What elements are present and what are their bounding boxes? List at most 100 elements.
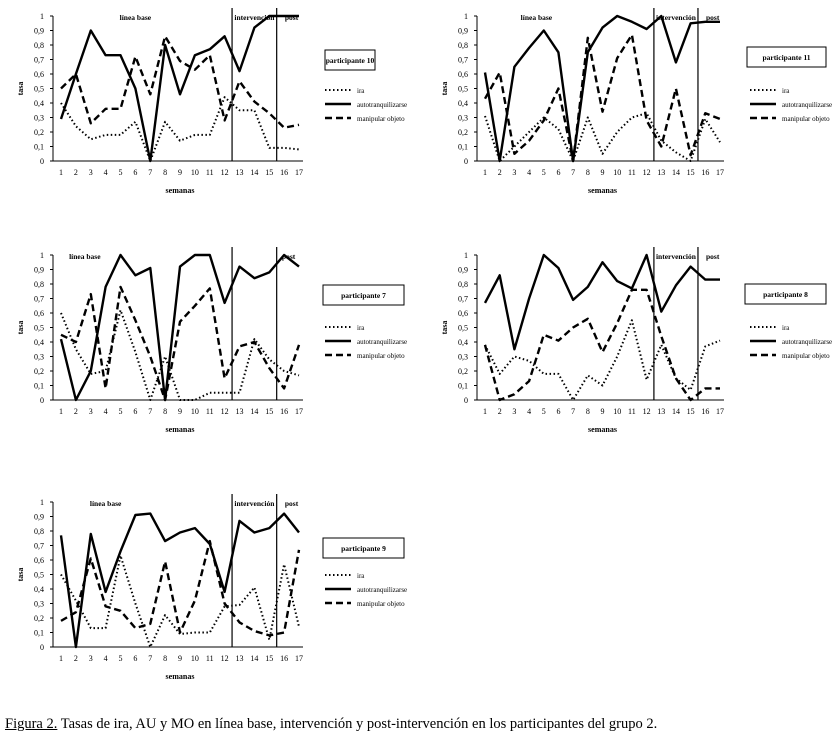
legend-label: autotranquilizarse	[357, 101, 407, 109]
x-tick-label: 9	[178, 407, 182, 416]
y-axis-label: tasa	[440, 321, 449, 335]
x-tick-label: 14	[672, 407, 680, 416]
series-autotranquilizarse	[59, 512, 300, 649]
legend-label: ira	[357, 324, 365, 332]
x-tick-label: 9	[178, 168, 182, 177]
x-tick-label: 1	[59, 407, 63, 416]
x-tick-label: 8	[586, 407, 590, 416]
x-tick-label: 8	[163, 168, 167, 177]
x-tick-label: 10	[613, 168, 621, 177]
legend-label: autotranquilizarse	[357, 338, 407, 346]
x-tick-label: 7	[148, 654, 152, 663]
participant-box	[746, 46, 827, 68]
x-tick-label: 15	[265, 407, 273, 416]
y-tick-label: 1	[40, 12, 44, 21]
y-tick-label: 0	[464, 157, 468, 166]
phase-label: post	[282, 252, 296, 261]
x-tick-label: 7	[148, 407, 152, 416]
y-tick-label: 0,6	[34, 70, 44, 79]
legend-label: ira	[357, 572, 365, 580]
y-tick-label: 0,7	[34, 295, 44, 304]
x-tick-label: 16	[280, 407, 288, 416]
chart-3: 00,10,20,30,40,50,60,70,80,911 2 3 4 5 6 7 8 9 10…	[16, 247, 407, 434]
phase-label: post	[706, 252, 720, 261]
chart-1: 00,10,20,30,40,50,60,70,80,911 2 3 4 5 6 7 8 9 10…	[16, 8, 407, 195]
participant-box	[324, 49, 376, 71]
y-tick-label: 0,3	[34, 114, 44, 123]
phase-label: intervención	[234, 13, 275, 22]
y-tick-label: 0,4	[458, 99, 468, 108]
y-tick-label: 0,8	[458, 41, 468, 50]
x-tick-label: 4	[104, 654, 108, 663]
y-tick-label: 0,9	[34, 266, 44, 275]
participant-title: participante 10	[326, 56, 375, 65]
x-tick-label: 2	[498, 168, 502, 177]
y-tick-label: 0	[40, 643, 44, 652]
x-tick-label: 9	[601, 407, 605, 416]
series-autotranquilizarse	[59, 253, 300, 402]
phase-label: línea base	[521, 13, 553, 22]
y-tick-label: 0,6	[458, 309, 468, 318]
x-tick-label: 17	[295, 407, 303, 416]
x-tick-label: 12	[221, 407, 229, 416]
x-axis-label: semanas	[588, 425, 617, 434]
y-tick-label: 0,1	[458, 382, 468, 391]
y-tick-label: 0,3	[34, 600, 44, 609]
x-tick-label: 15	[687, 407, 695, 416]
participant-box	[322, 284, 405, 306]
x-tick-label: 16	[701, 407, 709, 416]
x-tick-label: 3	[89, 654, 93, 663]
series-ira	[484, 319, 721, 401]
y-tick-label: 0,6	[458, 70, 468, 79]
x-tick-label: 15	[265, 654, 273, 663]
x-tick-label: 8	[586, 168, 590, 177]
series-manipular-objeto	[60, 35, 300, 129]
y-tick-label: 0,1	[34, 629, 44, 638]
x-tick-label: 2	[74, 654, 78, 663]
x-tick-label: 5	[119, 168, 123, 177]
y-axis-label: tasa	[16, 568, 25, 582]
y-tick-label: 0,4	[34, 338, 44, 347]
series-manipular-objeto	[60, 285, 301, 402]
y-tick-label: 0,9	[34, 513, 44, 522]
legend-label: manipular objeto	[357, 115, 405, 123]
y-tick-label: 0,5	[458, 324, 468, 333]
phase-label: intervención	[656, 252, 697, 261]
participant-title: participante 7	[341, 291, 386, 300]
participant-box	[744, 283, 827, 305]
x-tick-label: 8	[163, 407, 167, 416]
figure-caption: Figura 2. Tasas de ira, AU y MO en línea…	[5, 716, 657, 733]
x-tick-label: 4	[104, 168, 108, 177]
x-tick-label: 4	[527, 168, 531, 177]
chart-4: 00,10,20,30,40,50,60,70,80,911 2 3 4 5 6 7 8 9 10…	[440, 247, 832, 434]
series-ira	[60, 554, 300, 648]
x-tick-label: 1	[59, 168, 63, 177]
y-tick-label: 0,9	[34, 27, 44, 36]
figure-label: Figura 2.	[5, 716, 58, 732]
y-tick-label: 0,4	[458, 338, 468, 347]
x-tick-label: 16	[280, 654, 288, 663]
participant-title: participante 8	[763, 290, 808, 299]
phase-label: post	[285, 499, 299, 508]
series-ira	[60, 309, 300, 401]
x-tick-label: 15	[265, 168, 273, 177]
x-tick-label: 2	[498, 407, 502, 416]
y-tick-label: 0,3	[458, 114, 468, 123]
y-tick-label: 0,7	[34, 542, 44, 551]
x-tick-label: 4	[527, 407, 531, 416]
chart-2: 00,10,20,30,40,50,60,70,80,911 2 3 4 5 6 7 8 9 10…	[440, 8, 832, 195]
x-tick-label: 3	[512, 407, 516, 416]
x-tick-label: 2	[74, 407, 78, 416]
x-tick-label: 6	[133, 168, 137, 177]
y-tick-label: 0,7	[458, 56, 468, 65]
y-tick-label: 0	[40, 157, 44, 166]
x-tick-label: 17	[295, 168, 303, 177]
y-tick-label: 0,4	[34, 585, 44, 594]
x-tick-label: 5	[119, 407, 123, 416]
legend-label: ira	[357, 87, 365, 95]
x-tick-label: 1	[483, 168, 487, 177]
x-tick-label: 8	[163, 654, 167, 663]
x-tick-label: 10	[613, 407, 621, 416]
phase-label: intervención	[234, 499, 275, 508]
legend-label: manipular objeto	[357, 600, 405, 608]
